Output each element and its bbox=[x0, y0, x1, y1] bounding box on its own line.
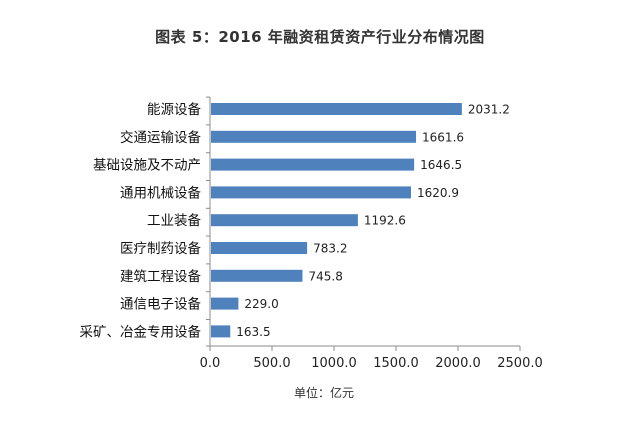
value-label: 1192.6 bbox=[364, 214, 406, 228]
category-label: 交通运输设备 bbox=[120, 129, 201, 146]
bar bbox=[211, 214, 358, 227]
x-tick-label: 1000.0 bbox=[311, 356, 357, 371]
bar bbox=[211, 325, 231, 338]
category-label: 采矿、冶金专用设备 bbox=[80, 323, 202, 340]
category-label: 通用机械设备 bbox=[120, 184, 201, 201]
x-tick-label: 1500.0 bbox=[373, 356, 419, 371]
value-label: 229.0 bbox=[244, 297, 278, 311]
category-label: 医疗制药设备 bbox=[120, 240, 201, 257]
bar bbox=[211, 186, 411, 199]
bar bbox=[211, 130, 417, 143]
category-label: 能源设备 bbox=[147, 101, 201, 118]
chart-title: 图表 5：2016 年融资租赁资产行业分布情况图 bbox=[155, 28, 485, 46]
value-label: 745.8 bbox=[308, 269, 342, 283]
bar bbox=[211, 103, 462, 115]
category-label: 建筑工程设备 bbox=[120, 268, 201, 285]
value-label: 1661.6 bbox=[422, 130, 464, 144]
x-tick-label: 0.0 bbox=[200, 356, 221, 371]
value-label: 2031.2 bbox=[468, 103, 510, 117]
value-label: 1646.5 bbox=[420, 158, 462, 172]
x-tick-label: 2000.0 bbox=[435, 356, 481, 371]
bar bbox=[211, 297, 239, 310]
bar bbox=[211, 158, 415, 171]
bar bbox=[211, 269, 303, 282]
unit-label: 单位：亿元 bbox=[294, 386, 355, 400]
x-tick-label: 2500.0 bbox=[497, 356, 543, 371]
category-label: 通信电子设备 bbox=[120, 296, 201, 313]
category-label: 基础设施及不动产 bbox=[93, 157, 201, 174]
x-tick-label: 500.0 bbox=[253, 356, 290, 371]
value-label: 1620.9 bbox=[417, 186, 459, 200]
category-label: 工业装备 bbox=[147, 212, 201, 229]
bar bbox=[211, 242, 308, 254]
value-label: 163.5 bbox=[236, 325, 270, 339]
value-label: 783.2 bbox=[313, 242, 347, 256]
